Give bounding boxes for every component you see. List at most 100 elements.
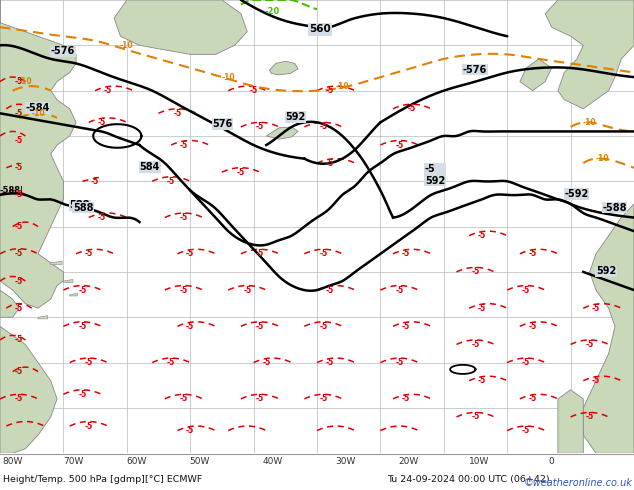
Text: -5: -5	[179, 394, 188, 403]
Text: -5: -5	[256, 122, 264, 131]
Text: -10: -10	[335, 82, 349, 91]
Text: -5: -5	[15, 77, 23, 86]
Text: -5: -5	[78, 390, 87, 399]
Text: 40W: 40W	[262, 457, 283, 465]
Text: -5: -5	[585, 340, 594, 349]
Text: -5: -5	[15, 394, 23, 403]
Polygon shape	[545, 0, 634, 109]
Polygon shape	[0, 326, 57, 453]
Text: -5: -5	[78, 286, 87, 294]
Text: -5: -5	[186, 322, 195, 331]
Text: -5: -5	[477, 304, 486, 313]
Text: -5: -5	[179, 213, 188, 222]
Text: -5
592: -5 592	[425, 164, 445, 186]
Text: -576: -576	[463, 65, 487, 74]
Text: -5: -5	[15, 109, 23, 118]
Text: -5: -5	[236, 168, 245, 177]
Text: -5: -5	[15, 336, 23, 344]
Text: -5: -5	[103, 86, 112, 95]
Text: 0: 0	[548, 457, 555, 465]
Text: -5: -5	[325, 159, 334, 168]
Text: 576: 576	[212, 119, 233, 129]
Text: -5: -5	[471, 413, 480, 421]
Text: -5: -5	[522, 426, 531, 435]
Text: -576: -576	[51, 47, 75, 56]
Text: -5: -5	[186, 249, 195, 258]
Text: 20W: 20W	[399, 457, 419, 465]
Text: -5: -5	[249, 86, 258, 95]
Text: -5: -5	[256, 322, 264, 331]
Polygon shape	[63, 279, 73, 283]
Text: -5: -5	[84, 358, 93, 367]
Text: 584: 584	[139, 162, 160, 172]
Text: -5: -5	[97, 118, 106, 127]
Text: -588: -588	[602, 203, 627, 213]
Text: -5: -5	[15, 249, 23, 258]
Text: 70W: 70W	[63, 457, 83, 465]
Text: -588|: -588|	[0, 186, 24, 195]
Text: -5: -5	[78, 322, 87, 331]
Text: -5: -5	[15, 304, 23, 313]
Text: -5: -5	[401, 249, 410, 258]
Text: -5: -5	[256, 394, 264, 403]
Text: 592: 592	[596, 266, 616, 276]
Text: 10W: 10W	[469, 457, 489, 465]
Text: -5: -5	[15, 191, 23, 199]
Text: -5: -5	[186, 426, 195, 435]
Text: -5: -5	[471, 268, 480, 276]
Text: -5: -5	[91, 177, 100, 186]
Text: -5: -5	[592, 304, 600, 313]
Text: 588: 588	[73, 203, 93, 213]
Text: -5: -5	[15, 222, 23, 231]
Text: -5: -5	[585, 413, 594, 421]
Text: -10: -10	[221, 73, 235, 81]
Text: -5: -5	[15, 136, 23, 145]
Text: -5: -5	[325, 86, 334, 95]
Text: -5: -5	[395, 286, 404, 294]
Text: 592: 592	[285, 112, 306, 122]
Text: -5: -5	[395, 141, 404, 149]
Text: -5: -5	[173, 109, 182, 118]
Text: -5: -5	[319, 122, 328, 131]
Text: -5: -5	[522, 286, 531, 294]
Text: -5: -5	[522, 358, 531, 367]
Polygon shape	[583, 204, 634, 453]
Text: Tu 24-09-2024 00:00 UTC (06+42): Tu 24-09-2024 00:00 UTC (06+42)	[387, 475, 550, 484]
Text: -5: -5	[401, 322, 410, 331]
Polygon shape	[520, 59, 552, 91]
Polygon shape	[51, 261, 62, 265]
Text: -5: -5	[97, 213, 106, 222]
Text: -5: -5	[325, 358, 334, 367]
Text: -5: -5	[592, 376, 600, 385]
Polygon shape	[266, 127, 298, 139]
Text: -20: -20	[265, 6, 280, 16]
Text: -592: -592	[564, 189, 588, 199]
Text: ©weatheronline.co.uk: ©weatheronline.co.uk	[524, 478, 633, 488]
Polygon shape	[0, 0, 76, 308]
Text: -10: -10	[595, 154, 609, 163]
Text: -5: -5	[179, 286, 188, 294]
Text: -5: -5	[167, 358, 176, 367]
Text: 80W: 80W	[3, 457, 23, 465]
Text: Height/Temp. 500 hPa [gdmp][°C] ECMWF: Height/Temp. 500 hPa [gdmp][°C] ECMWF	[3, 475, 202, 484]
Polygon shape	[70, 293, 77, 296]
Text: -10: -10	[120, 41, 134, 50]
Text: -5: -5	[84, 249, 93, 258]
Text: -5: -5	[471, 340, 480, 349]
Text: -5: -5	[15, 367, 23, 376]
Text: -10: -10	[583, 118, 597, 127]
Text: -5: -5	[319, 249, 328, 258]
Text: -5: -5	[84, 421, 93, 431]
Text: -5: -5	[15, 163, 23, 172]
Polygon shape	[0, 290, 19, 318]
Text: -5: -5	[528, 394, 537, 403]
Text: -5: -5	[15, 276, 23, 286]
Text: -5: -5	[325, 286, 334, 294]
Text: -5: -5	[401, 394, 410, 403]
Text: -5: -5	[167, 177, 176, 186]
Text: -5: -5	[408, 104, 417, 113]
Text: 50W: 50W	[190, 457, 210, 465]
Polygon shape	[114, 0, 247, 54]
Text: -584: -584	[25, 103, 49, 113]
Polygon shape	[269, 61, 298, 75]
